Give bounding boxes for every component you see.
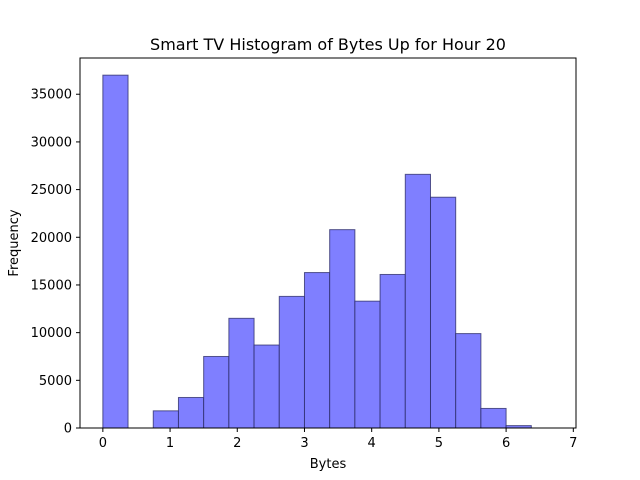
- x-tick-label: 6: [502, 436, 510, 451]
- histogram-bar: [329, 229, 356, 429]
- histogram-bar: [404, 173, 431, 429]
- x-tick-label: 3: [300, 436, 308, 451]
- histogram-bar: [278, 295, 305, 429]
- y-axis-ticks: 0 5000 10000 15000 20000 25000 30000 35000: [31, 88, 80, 437]
- y-tick-label: 30000: [31, 135, 72, 150]
- x-axis-ticks: 0 1 2 3 4 5 6 7: [99, 428, 577, 451]
- histogram-bar: [177, 396, 205, 429]
- x-tick-label: 7: [569, 436, 577, 451]
- histogram-bar: [203, 355, 230, 429]
- x-axis-label: Bytes: [310, 457, 347, 472]
- histogram-bar: [429, 196, 457, 429]
- y-tick-label: 5000: [39, 374, 72, 389]
- chart-title: Smart TV Histogram of Bytes Up for Hour …: [150, 35, 506, 54]
- y-tick-label: 25000: [31, 183, 72, 198]
- histogram-bar: [228, 317, 255, 429]
- histogram-bar: [354, 300, 381, 429]
- plot-frame: [79, 57, 577, 429]
- y-axis-label: Frequency: [7, 209, 22, 276]
- x-tick-label: 1: [166, 436, 174, 451]
- y-tick-label: 35000: [31, 88, 72, 103]
- y-tick-label: 20000: [31, 231, 72, 246]
- y-tick-label: 0: [64, 422, 72, 437]
- histogram-bar: [102, 74, 129, 429]
- histogram-bar: [480, 407, 507, 429]
- histogram-bar: [303, 272, 331, 429]
- histogram-bar: [379, 273, 406, 429]
- x-tick-label: 0: [99, 436, 107, 451]
- x-tick-label: 2: [233, 436, 241, 451]
- y-tick-label: 15000: [31, 278, 72, 293]
- histogram-bar: [253, 344, 280, 429]
- bars-group: [102, 74, 532, 429]
- x-tick-label: 4: [368, 436, 376, 451]
- histogram-bar: [152, 410, 179, 429]
- x-tick-label: 5: [435, 436, 443, 451]
- y-tick-label: 10000: [31, 326, 72, 341]
- histogram-bar: [455, 333, 482, 429]
